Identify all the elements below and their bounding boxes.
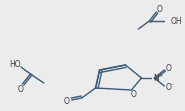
Text: O: O xyxy=(18,84,24,93)
Text: O: O xyxy=(156,5,162,14)
Text: OH: OH xyxy=(170,17,182,26)
Text: O: O xyxy=(130,89,136,98)
Text: HO: HO xyxy=(9,59,21,68)
Text: +: + xyxy=(158,72,162,77)
Text: O: O xyxy=(64,96,70,105)
Text: O: O xyxy=(165,82,171,91)
Text: N: N xyxy=(154,73,159,82)
Text: ⁻: ⁻ xyxy=(171,84,174,89)
Text: O: O xyxy=(165,63,171,72)
